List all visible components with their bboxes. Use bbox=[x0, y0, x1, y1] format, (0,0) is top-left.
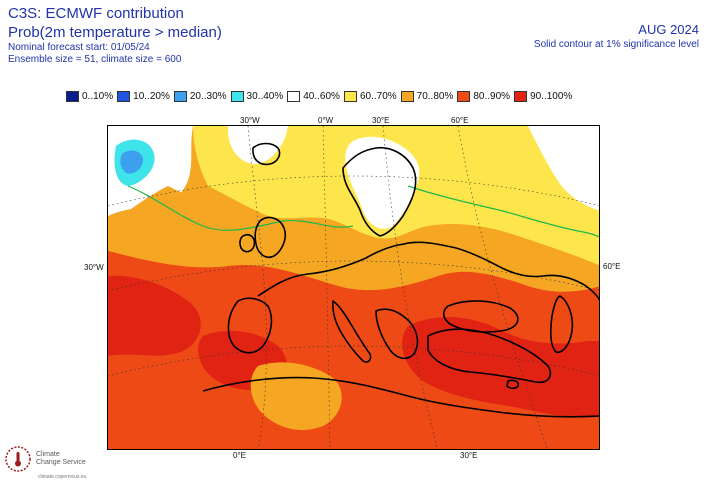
legend: 0..10% 10..20% 20..30% 30..40% 40..60% 6… bbox=[66, 89, 576, 103]
page-title: C3S: ECMWF contribution bbox=[8, 5, 184, 22]
region-orange-africa bbox=[250, 362, 342, 431]
legend-item: 10..20% bbox=[117, 89, 170, 103]
header-right: AUG 2024 Solid contour at 1% significanc… bbox=[534, 22, 699, 51]
coast-iberia bbox=[227, 297, 273, 354]
legend-label: 60..70% bbox=[359, 90, 397, 102]
legend-item: 40..60% bbox=[287, 89, 340, 103]
legend-label: 0..10% bbox=[82, 90, 114, 102]
significance-note: Solid contour at 1% significance level bbox=[533, 39, 699, 50]
legend-label: 70..80% bbox=[416, 90, 454, 102]
lon-label-top: 30°E bbox=[372, 116, 390, 125]
legend-swatch bbox=[117, 90, 131, 102]
lon-label-left: 30°W bbox=[84, 263, 104, 272]
ensemble-size: Ensemble size = 51, climate size = 600 bbox=[8, 54, 182, 65]
legend-item: 70..80% bbox=[400, 89, 454, 103]
legend-label: 30..40% bbox=[246, 90, 284, 102]
region-white-scandinavia bbox=[345, 136, 420, 229]
coastlines bbox=[202, 142, 599, 418]
coast-continent bbox=[257, 241, 599, 301]
legend-label: 20..30% bbox=[189, 90, 227, 102]
forecast-start: Nominal forecast start: 01/05/24 bbox=[8, 42, 150, 53]
legend-item: 60..70% bbox=[343, 89, 397, 103]
logo-line2: Change Service bbox=[36, 459, 86, 466]
legend-swatch bbox=[287, 90, 301, 102]
logo-url: climate.copernicus.eu bbox=[38, 474, 87, 480]
coast-black-sea bbox=[442, 300, 519, 333]
header: C3S: ECMWF contribution Prob(2m temperat… bbox=[8, 4, 222, 66]
c3s-logo: Climate Change Service climate.copernicu… bbox=[4, 445, 86, 480]
coast-italy bbox=[332, 300, 372, 363]
coast-turkey bbox=[427, 328, 552, 384]
lon-label-top: 0°W bbox=[318, 116, 334, 125]
probability-map bbox=[107, 125, 600, 450]
coast-cyprus bbox=[506, 379, 520, 390]
legend-swatch bbox=[343, 90, 357, 102]
legend-item: 30..40% bbox=[230, 89, 284, 103]
legend-swatch bbox=[457, 90, 471, 102]
legend-swatch bbox=[230, 90, 244, 102]
thermometer-icon bbox=[5, 446, 31, 472]
coast-africa-north bbox=[202, 376, 599, 418]
region-deepred-west bbox=[108, 275, 201, 356]
coast-ireland bbox=[239, 233, 256, 253]
lon-label-bottom: 0°E bbox=[233, 451, 246, 460]
month-label: AUG 2024 bbox=[638, 22, 699, 37]
legend-item: 80..90% bbox=[457, 89, 510, 103]
legend-label: 90..100% bbox=[530, 90, 573, 102]
map-canvas bbox=[108, 126, 599, 449]
lon-label-bottom: 30°E bbox=[460, 451, 478, 460]
lon-label-top: 30°W bbox=[240, 116, 260, 125]
legend-swatch bbox=[514, 90, 528, 102]
legend-swatch bbox=[66, 90, 79, 102]
legend-item: 90..100% bbox=[514, 89, 572, 103]
variable-title: Prob(2m temperature > median) bbox=[8, 24, 222, 41]
legend-swatch bbox=[400, 90, 414, 102]
legend-item: 0..10% bbox=[66, 89, 113, 103]
coast-iceland bbox=[252, 142, 281, 166]
region-deepred-east bbox=[402, 317, 599, 418]
region-blue-nw bbox=[120, 150, 144, 174]
region-white-east bbox=[528, 126, 599, 211]
legend-label: 10..20% bbox=[133, 90, 170, 102]
lon-label-top: 60°E bbox=[451, 116, 469, 125]
significance-contour bbox=[127, 185, 354, 231]
coast-scandinavia bbox=[342, 146, 417, 237]
lon-label-right: 60°E bbox=[603, 262, 621, 271]
significance-contour bbox=[407, 185, 599, 238]
logo-line1: Climate bbox=[36, 451, 60, 458]
coast-caspian bbox=[550, 295, 574, 354]
coast-balkans bbox=[375, 308, 419, 360]
legend-label: 80..90% bbox=[473, 90, 511, 102]
legend-label: 40..60% bbox=[303, 90, 340, 102]
legend-item: 20..30% bbox=[173, 89, 227, 103]
coast-british-isles bbox=[254, 216, 287, 259]
legend-swatch bbox=[173, 90, 187, 102]
